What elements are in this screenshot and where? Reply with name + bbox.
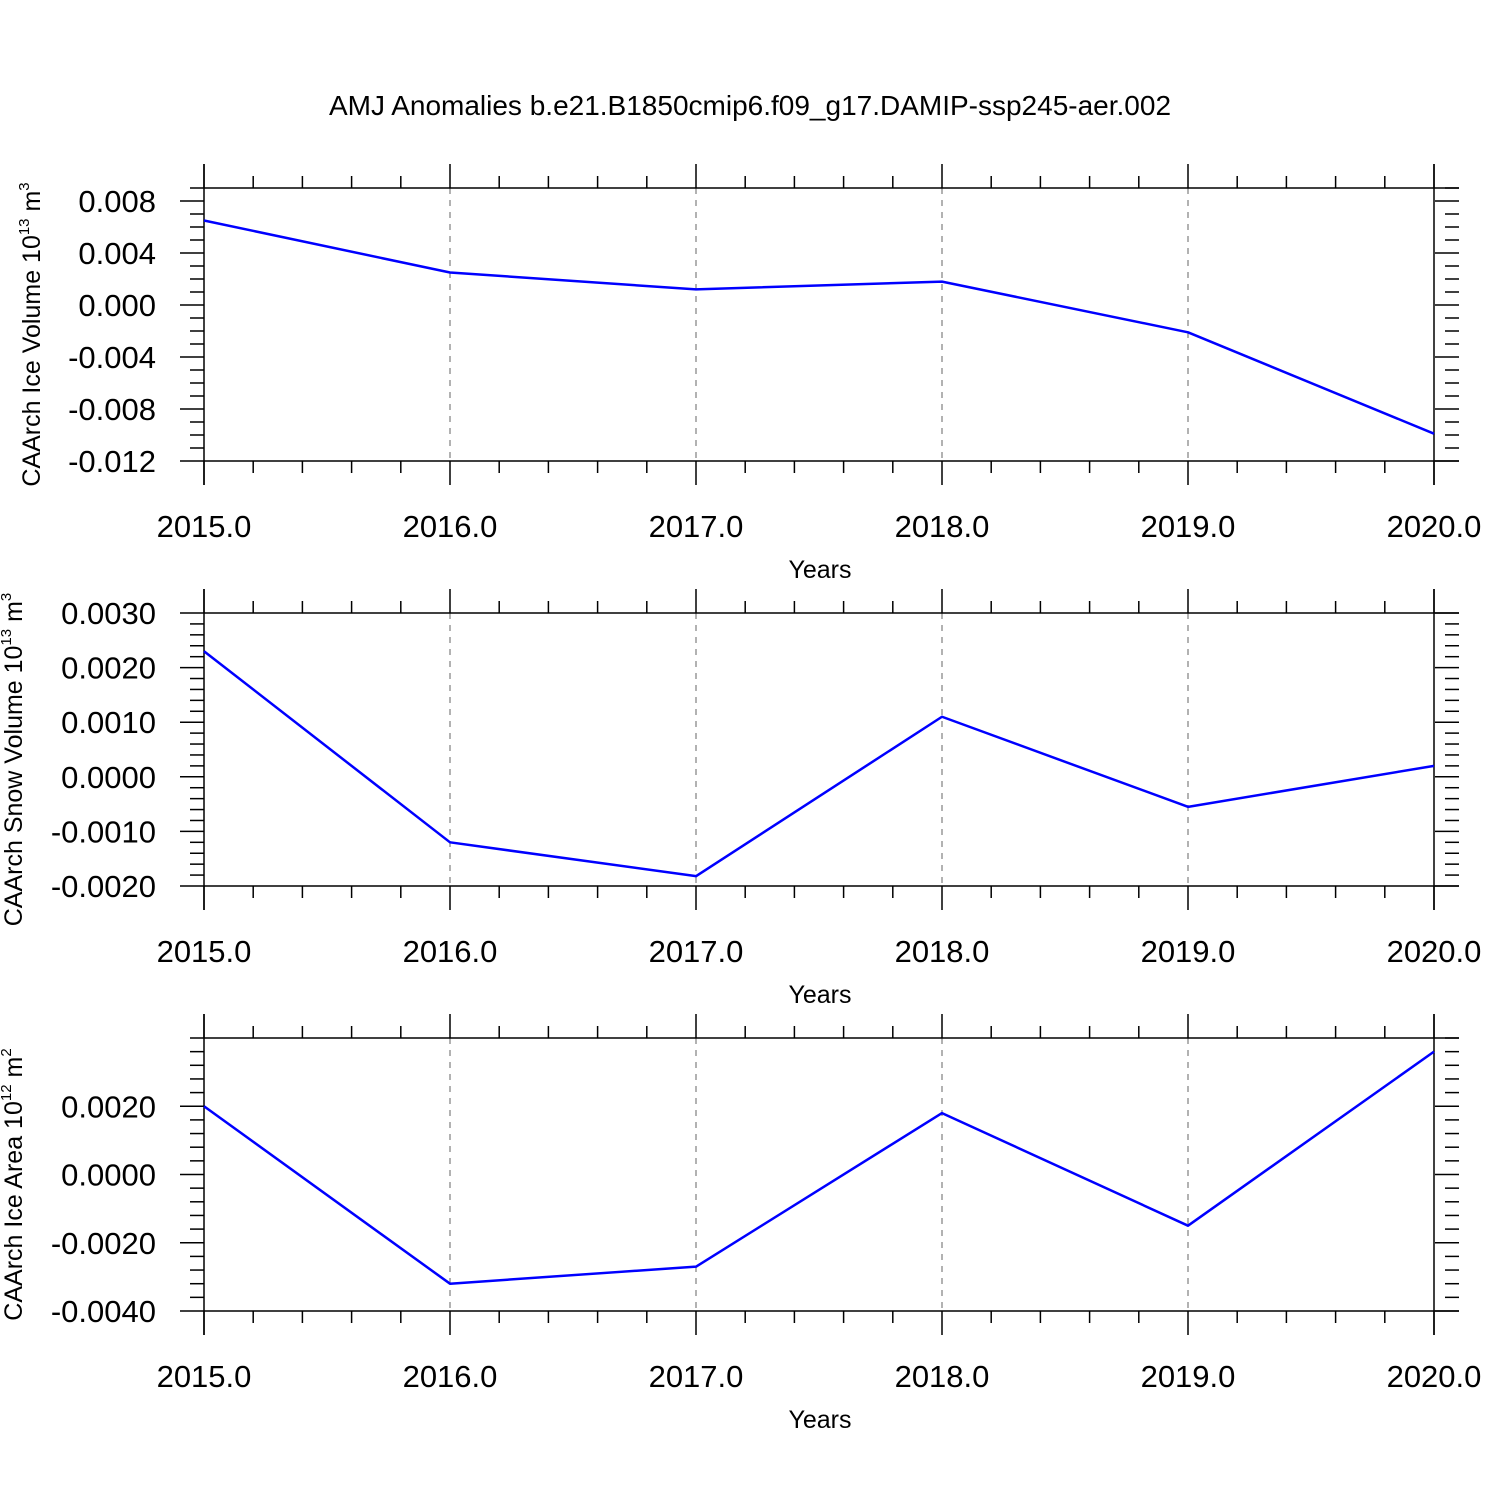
x-tick-label: 2017.0 <box>649 1359 744 1394</box>
x-tick-label: 2018.0 <box>895 509 990 544</box>
series-line <box>203 219 1435 435</box>
y-tick-label: 0.0000 <box>61 1158 156 1193</box>
y-tick-label: 0.0000 <box>61 760 156 795</box>
x-tick-label: 2018.0 <box>895 934 990 969</box>
y-label-main: CAArch Ice Area 10 <box>0 1101 28 1321</box>
y-tick-label: 0.004 <box>78 236 156 271</box>
y-tick-label: -0.0010 <box>51 814 156 849</box>
x-tick-label: 2020.0 <box>1387 1359 1482 1394</box>
x-axis-label: Years <box>788 1406 851 1434</box>
panel-snow-volume: 0.00300.00200.00100.0000-0.0010-0.002020… <box>0 589 1481 1009</box>
y-label-unit-exponent: 2 <box>0 1048 15 1056</box>
y-label-unit: m <box>0 1057 28 1085</box>
y-label-exponent: 13 <box>16 218 33 235</box>
x-tick-label: 2015.0 <box>157 934 252 969</box>
x-tick-label: 2019.0 <box>1141 509 1236 544</box>
chart-title: AMJ Anomalies b.e21.B1850cmip6.f09_g17.D… <box>329 90 1171 121</box>
y-label-unit-exponent: 3 <box>16 182 33 190</box>
y-tick-label: -0.008 <box>68 392 156 427</box>
x-tick-label: 2019.0 <box>1141 1359 1236 1394</box>
y-tick-label: 0.0020 <box>61 651 156 686</box>
y-label-main: CAArch Ice Volume 10 <box>18 235 46 487</box>
y-label-exponent: 12 <box>0 1084 15 1101</box>
x-axis-label: Years <box>788 981 851 1009</box>
x-tick-label: 2015.0 <box>157 1359 252 1394</box>
x-tick-label: 2017.0 <box>649 509 744 544</box>
series-line <box>203 650 1435 878</box>
y-tick-label: -0.0020 <box>51 869 156 904</box>
y-tick-label: 0.0020 <box>61 1089 156 1124</box>
y-tick-label: 0.008 <box>78 184 156 219</box>
y-tick-label: 0.0030 <box>61 596 156 631</box>
y-label-unit: m <box>0 601 28 629</box>
y-tick-label: 0.000 <box>78 288 156 323</box>
y-axis-label: CAArch Ice Volume 1013 m3 <box>16 182 46 486</box>
y-label-exponent: 13 <box>0 629 15 646</box>
x-tick-label: 2020.0 <box>1387 934 1482 969</box>
y-tick-label: -0.0040 <box>51 1294 156 1329</box>
y-label-unit-exponent: 3 <box>0 593 15 601</box>
y-axis-label: CAArch Snow Volume 1013 m3 <box>0 593 28 927</box>
y-tick-label: -0.0020 <box>51 1226 156 1261</box>
y-tick-label: 0.0010 <box>61 705 156 740</box>
x-tick-label: 2016.0 <box>403 1359 498 1394</box>
x-tick-label: 2016.0 <box>403 509 498 544</box>
y-label-unit: m <box>18 191 46 219</box>
x-tick-label: 2020.0 <box>1387 509 1482 544</box>
x-tick-label: 2015.0 <box>157 509 252 544</box>
x-axis-label: Years <box>788 556 851 584</box>
series-line <box>203 1050 1435 1285</box>
y-tick-label: -0.004 <box>68 340 156 375</box>
x-tick-label: 2017.0 <box>649 934 744 969</box>
x-tick-label: 2016.0 <box>403 934 498 969</box>
y-axis-label: CAArch Ice Area 1012 m2 <box>0 1048 28 1320</box>
x-tick-label: 2018.0 <box>895 1359 990 1394</box>
y-tick-label: -0.012 <box>68 444 156 479</box>
y-label-main: CAArch Snow Volume 10 <box>0 646 28 927</box>
x-tick-label: 2019.0 <box>1141 934 1236 969</box>
